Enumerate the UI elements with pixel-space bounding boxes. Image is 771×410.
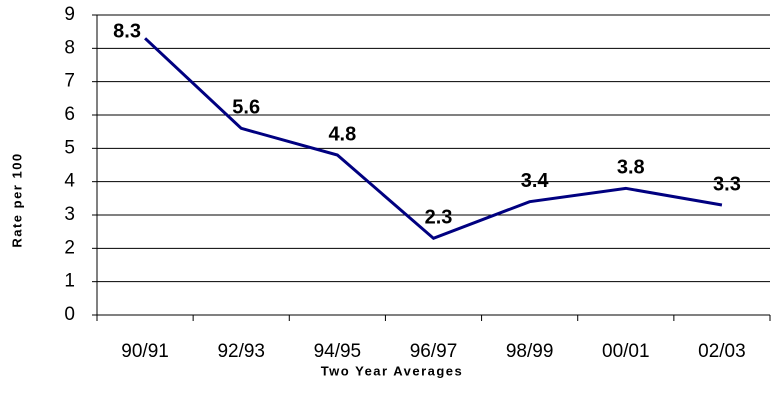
data-label: 4.8	[328, 123, 356, 145]
y-tick-label: 1	[64, 271, 75, 292]
x-tick-label: 98/99	[506, 341, 554, 362]
y-tick-label: 2	[64, 237, 75, 258]
x-tick-label: 96/97	[410, 341, 458, 362]
line	[144, 37, 723, 241]
data-label: 3.3	[713, 173, 741, 195]
y-tick-label: 6	[64, 104, 75, 125]
y-tick-label: 8	[64, 37, 75, 58]
data-label: 3.4	[521, 170, 550, 192]
x-tick-label: 90/91	[121, 341, 169, 362]
x-tick-label: 00/01	[602, 341, 650, 362]
y-tick-label: 4	[64, 171, 75, 192]
y-tick-label: 3	[64, 204, 75, 225]
x-tick-label: 02/03	[698, 341, 746, 362]
x-tick-label: 94/95	[314, 341, 362, 362]
y-tick-label: 0	[64, 304, 75, 325]
y-tick-label: 7	[64, 71, 75, 92]
y-tick-label: 9	[64, 4, 75, 25]
data-label: 3.8	[617, 157, 645, 179]
y-tick-label: 5	[64, 137, 75, 158]
x-axis-title: Two Year Averages	[321, 363, 464, 378]
data-label: 2.3	[425, 207, 453, 229]
data-label: 8.3	[113, 21, 141, 43]
data-label: 5.6	[232, 97, 260, 119]
y-axis-title: Rate per 100	[9, 152, 24, 247]
x-tick-label: 92/93	[217, 341, 265, 362]
